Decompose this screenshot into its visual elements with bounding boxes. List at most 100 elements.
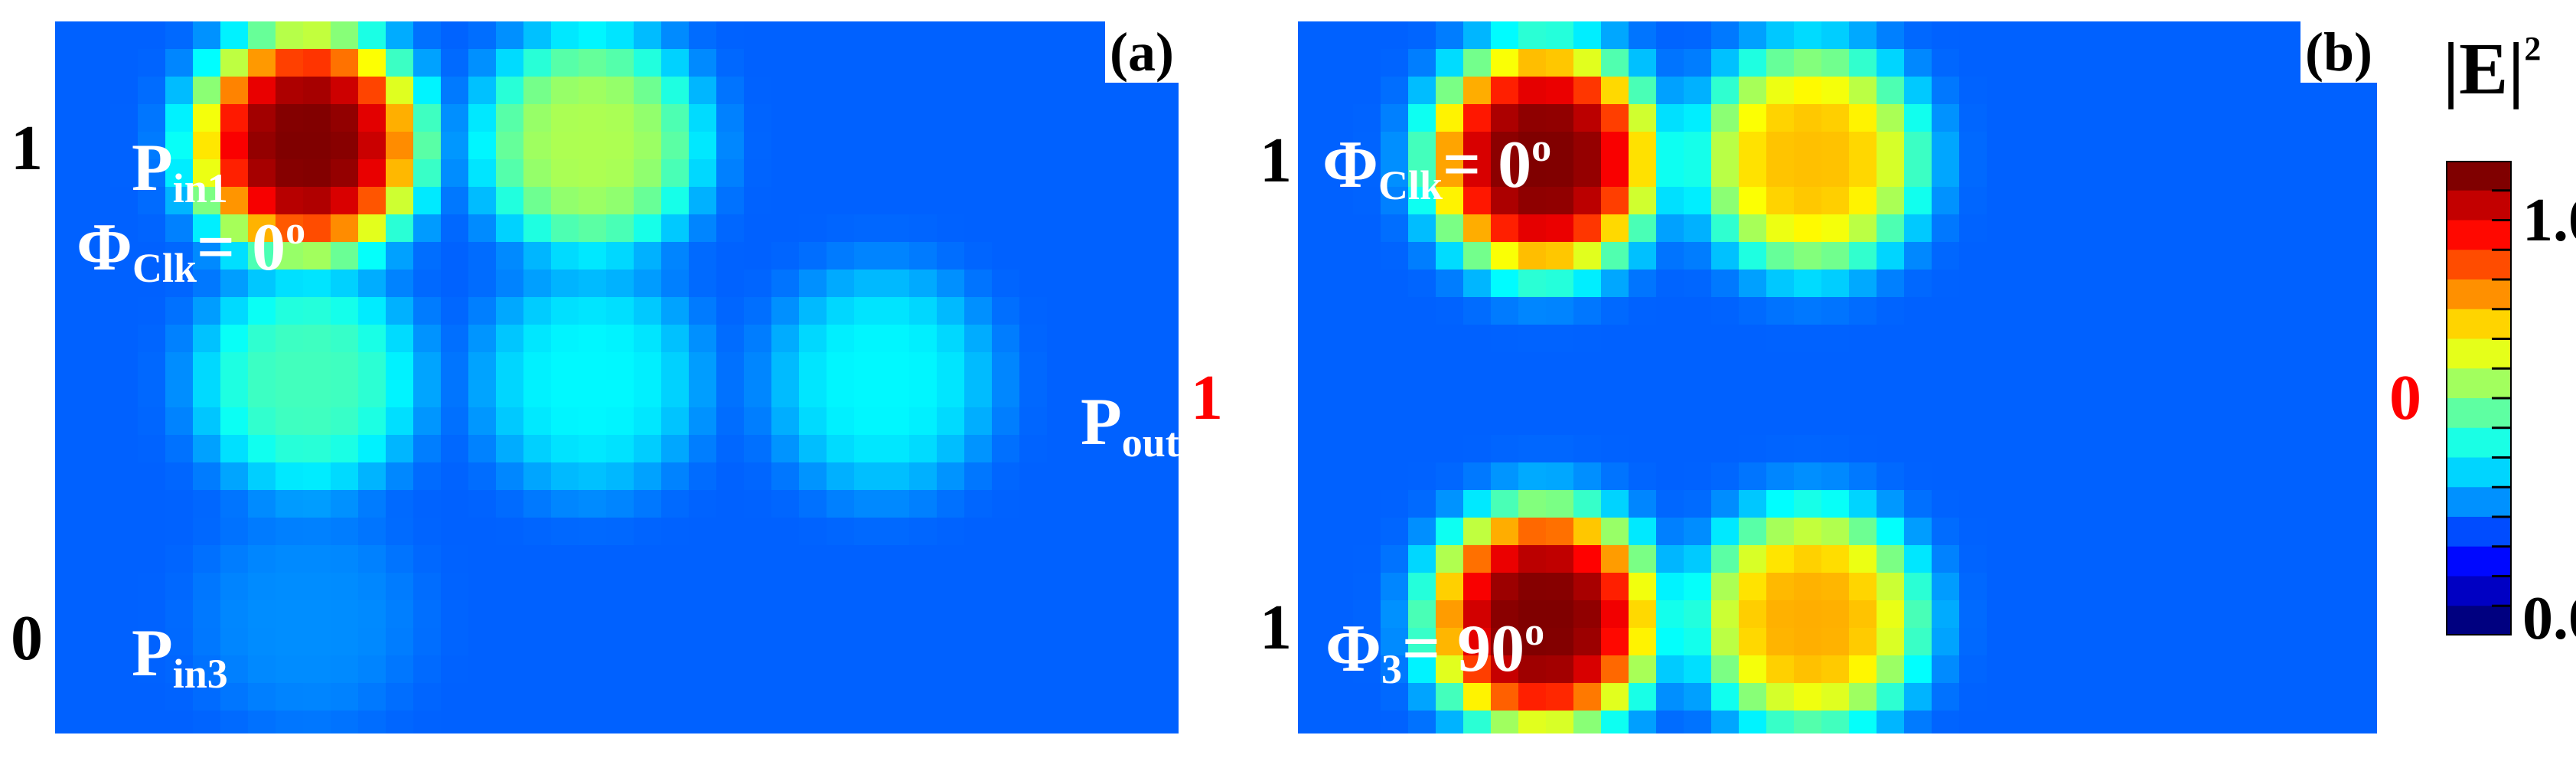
- field-pixel: [1987, 435, 2014, 462]
- field-pixel: [1932, 352, 1959, 380]
- field-pixel: [579, 490, 606, 518]
- field-pixel: [606, 297, 634, 325]
- field-pixel: [1684, 297, 1711, 325]
- field-pixel: [2124, 214, 2152, 242]
- field-pixel: [1877, 545, 1904, 573]
- field-pixel: [744, 159, 771, 187]
- field-pixel: [2069, 297, 2097, 325]
- field-pixel: [1932, 77, 1959, 104]
- field-pixel: [1573, 270, 1601, 297]
- field-pixel: [827, 187, 854, 214]
- field-pixel: [331, 380, 358, 407]
- field-pixel: [1987, 242, 2014, 270]
- field-pixel: [909, 77, 937, 104]
- field-pixel: [1518, 132, 1546, 159]
- field-pixel: [2207, 49, 2235, 77]
- field-pixel: [2180, 462, 2207, 490]
- field-pixel: [937, 628, 964, 655]
- field-pixel: [1463, 214, 1491, 242]
- field-pixel: [1157, 518, 1179, 545]
- field-pixel: [1711, 77, 1739, 104]
- field-pixel: [1601, 490, 1629, 518]
- field-pixel: [2152, 297, 2180, 325]
- field-pixel: [2069, 518, 2097, 545]
- field-pixel: [2317, 711, 2345, 733]
- field-pixel: [2180, 132, 2207, 159]
- field-pixel: [468, 380, 496, 407]
- field-pixel: [138, 104, 165, 132]
- field-pixel: [744, 104, 771, 132]
- field-pixel: [1546, 600, 1573, 628]
- field-pixel: [827, 132, 854, 159]
- field-pixel: [2317, 214, 2345, 242]
- field-pixel: [1157, 490, 1179, 518]
- field-pixel: [827, 297, 854, 325]
- field-pixel: [882, 435, 909, 462]
- field-pixel: [1849, 242, 1877, 270]
- field-pixel: [83, 49, 110, 77]
- field-pixel: [276, 297, 303, 325]
- field-pixel: [413, 573, 441, 600]
- field-pixel: [2235, 435, 2262, 462]
- field-pixel: [771, 462, 799, 490]
- field-pixel: [83, 573, 110, 600]
- field-pixel: [964, 655, 992, 683]
- field-pixel: [358, 435, 386, 462]
- field-pixel: [1463, 435, 1491, 462]
- field-pixel: [1601, 104, 1629, 132]
- field-pixel: [386, 490, 413, 518]
- field-pixel: [1711, 49, 1739, 77]
- field-pixel: [413, 104, 441, 132]
- field-pixel: [331, 352, 358, 380]
- field-pixel: [1794, 490, 1821, 518]
- field-pixel: [1849, 297, 1877, 325]
- field-pixel: [441, 297, 468, 325]
- field-pixel: [2207, 187, 2235, 214]
- field-pixel: [1684, 628, 1711, 655]
- field-pixel: [606, 462, 634, 490]
- field-pixel: [2014, 159, 2042, 187]
- field-pixel: [909, 187, 937, 214]
- field-pixel: [386, 628, 413, 655]
- field-pixel: [716, 380, 744, 407]
- field-pixel: [413, 490, 441, 518]
- field-pixel: [2290, 325, 2317, 352]
- field-pixel: [744, 545, 771, 573]
- field-pixel: [1877, 628, 1904, 655]
- field-pixel: [1491, 655, 1518, 683]
- field-pixel: [468, 187, 496, 214]
- field-pixel: [1877, 683, 1904, 711]
- field-pixel: [606, 159, 634, 187]
- field-pixel: [937, 518, 964, 545]
- field-pixel: [799, 352, 827, 380]
- field-pixel: [1629, 21, 1656, 49]
- field-pixel: [110, 21, 138, 49]
- field-pixel: [2345, 407, 2372, 435]
- field-pixel: [55, 462, 83, 490]
- field-pixel: [689, 380, 716, 407]
- field-pixel: [2124, 435, 2152, 462]
- field-pixel: [1711, 242, 1739, 270]
- field-pixel: [331, 270, 358, 297]
- field-pixel: [110, 352, 138, 380]
- field-pixel: [1074, 214, 1102, 242]
- field-pixel: [358, 545, 386, 573]
- field-pixel: [2235, 325, 2262, 352]
- field-pixel: [634, 77, 661, 104]
- field-pixel: [220, 187, 248, 214]
- field-pixel: [1794, 242, 1821, 270]
- field-pixel: [1849, 214, 1877, 242]
- field-pixel: [1601, 518, 1629, 545]
- field-pixel: [1157, 242, 1179, 270]
- field-pixel: [2235, 242, 2262, 270]
- field-pixel: [2207, 297, 2235, 325]
- field-pixel: [496, 600, 523, 628]
- field-pixel: [1849, 49, 1877, 77]
- field-pixel: [2290, 462, 2317, 490]
- field-pixel: [606, 683, 634, 711]
- field-pixel: [2207, 711, 2235, 733]
- field-pixel: [634, 518, 661, 545]
- field-pixel: [1353, 490, 1381, 518]
- field-pixel: [1794, 21, 1821, 49]
- field-pixel: [1904, 270, 1932, 297]
